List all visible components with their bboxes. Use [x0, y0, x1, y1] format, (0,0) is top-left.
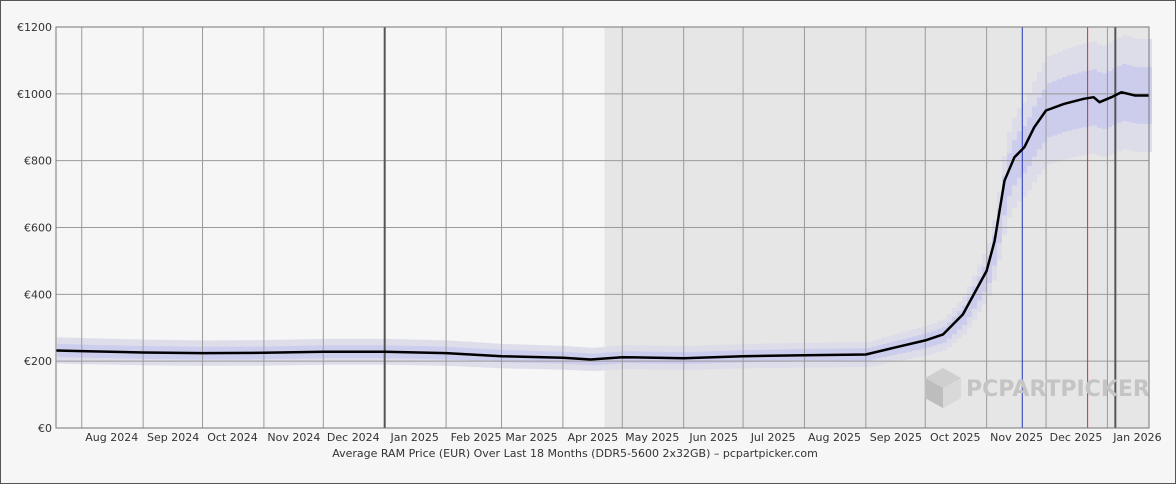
chart-caption: Average RAM Price (EUR) Over Last 18 Mon… — [332, 447, 818, 460]
distribution-core — [952, 316, 957, 335]
distribution-core — [992, 235, 997, 266]
x-tick-label: Feb 2025 — [451, 431, 502, 444]
x-tick-label: Nov 2025 — [990, 431, 1043, 444]
distribution-core — [947, 322, 952, 339]
distribution-core — [1022, 125, 1027, 174]
x-tick-label: Mar 2025 — [505, 431, 557, 444]
distribution-core — [942, 326, 947, 343]
distribution-core — [1012, 140, 1017, 186]
x-tick-label: Jan 2025 — [389, 431, 438, 444]
x-tick-label: Jan 2026 — [1112, 431, 1161, 444]
distribution-core — [982, 266, 987, 293]
x-tick-label: Oct 2025 — [930, 431, 981, 444]
distribution-core — [1037, 97, 1042, 150]
x-axis-ticks: Aug 2024 Sep 2024 Oct 2024 Nov 2024 Dec 2024… — [85, 431, 1161, 444]
watermark-text: PCPARTPICKER — [966, 377, 1150, 402]
x-tick-label: May 2025 — [625, 431, 679, 444]
x-tick-label: Apr 2025 — [568, 431, 619, 444]
y-axis-ticks: €0 €200 €400 €600 €800 €1000 €1200 — [17, 21, 52, 435]
average-price-line — [55, 90, 1149, 361]
x-tick-label: Dec 2025 — [1050, 431, 1103, 444]
x-tick-label: Jul 2025 — [750, 431, 796, 444]
y-tick-label: €1200 — [17, 21, 52, 34]
distribution-core — [1017, 131, 1022, 178]
x-tick-label: Oct 2024 — [207, 431, 258, 444]
distribution-core — [1027, 117, 1032, 167]
y-tick-label: €200 — [24, 355, 52, 368]
x-tick-label: Dec 2024 — [327, 431, 380, 444]
y-tick-label: €800 — [24, 155, 52, 168]
distribution-core — [1097, 72, 1102, 128]
distribution-core — [1042, 89, 1047, 143]
y-tick-label: €1000 — [17, 88, 52, 101]
y-tick-label: €0 — [38, 422, 52, 435]
x-tick-label: Jun 2025 — [688, 431, 738, 444]
distribution-core — [987, 256, 992, 284]
x-tick-label: Aug 2025 — [808, 431, 861, 444]
distribution-core — [1007, 153, 1012, 197]
distribution-core — [962, 305, 967, 325]
y-tick-label: €600 — [24, 222, 52, 235]
distribution-core — [972, 286, 977, 309]
x-tick-label: Aug 2024 — [85, 431, 138, 444]
x-tick-label: Sep 2025 — [870, 431, 922, 444]
x-tick-label: Sep 2024 — [147, 431, 199, 444]
distribution-core — [977, 276, 982, 301]
distribution-core — [967, 296, 972, 318]
distribution-core — [1002, 175, 1007, 216]
pcpartpicker-logo-icon — [925, 368, 961, 408]
y-tick-label: €400 — [24, 288, 52, 301]
distribution-core — [957, 311, 962, 330]
distribution-core — [997, 208, 1002, 244]
plot-border — [55, 26, 1150, 429]
distribution-core — [1032, 106, 1037, 157]
pcpartpicker-watermark: PCPARTPICKER — [925, 368, 1150, 408]
x-tick-label: Nov 2024 — [267, 431, 320, 444]
